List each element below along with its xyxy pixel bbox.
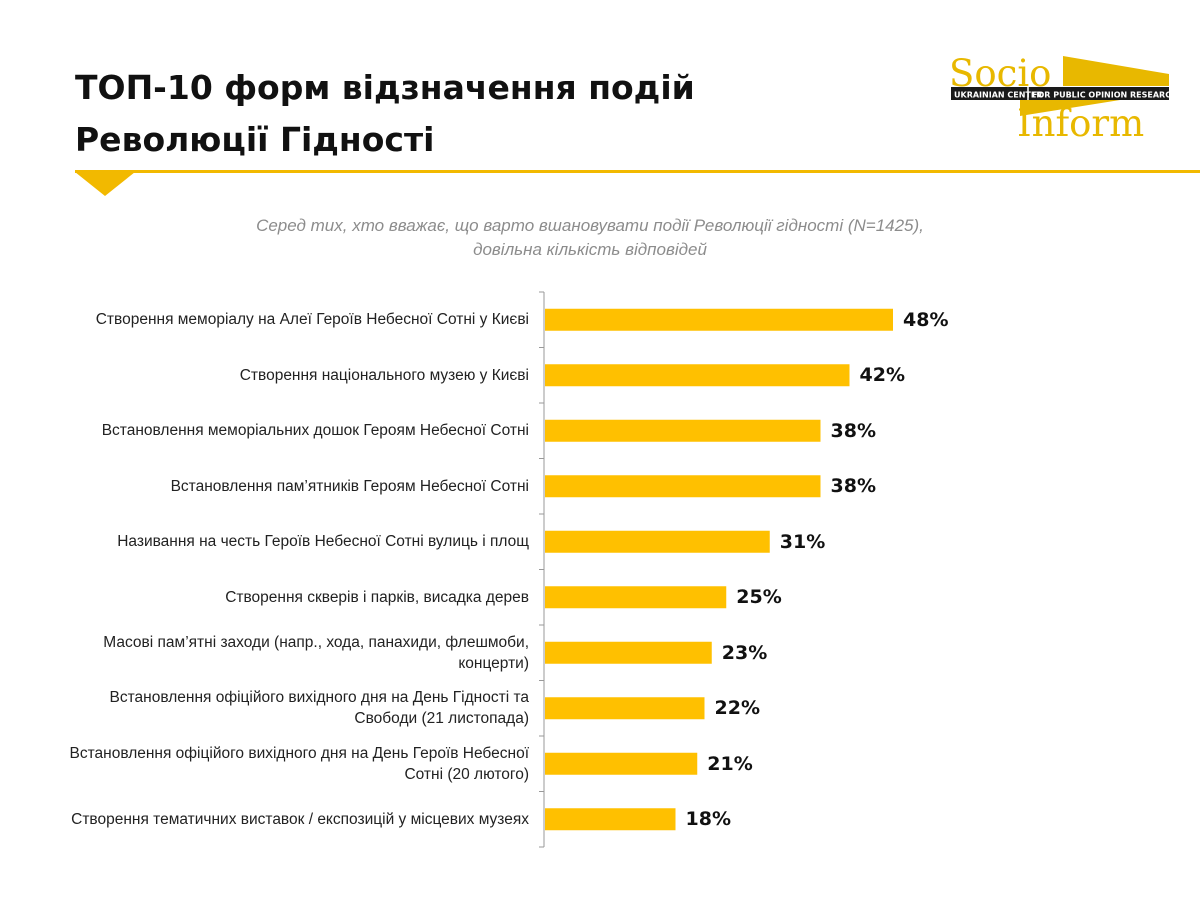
socioinform-logo: Socio UKRAINIAN CENTER FOR PUBLIC OPINIO… xyxy=(949,52,1175,142)
category-label-2: Створення національного музею у Києві xyxy=(239,366,529,384)
category-label-5: Називання на честь Героїв Небесної Сотні… xyxy=(117,533,529,551)
logo-word-socio: Socio xyxy=(949,52,1051,95)
bar-4 xyxy=(545,475,821,498)
title-line-1: ТОП-10 форм відзначення подій xyxy=(75,68,695,107)
header-rule-notch xyxy=(75,172,135,196)
bar-10 xyxy=(545,808,676,831)
value-label-1: 48% xyxy=(903,308,949,331)
logo-tag-right: FOR PUBLIC OPINION RESEARCH xyxy=(1032,91,1175,100)
bar-6 xyxy=(545,586,727,609)
bar-5 xyxy=(545,530,770,553)
chart-subtitle: Серед тих, хто вважає, що варто вшановув… xyxy=(150,214,1030,262)
value-label-3: 38% xyxy=(830,419,876,442)
category-label-8: Встановлення офіційого вихідного дня на … xyxy=(109,689,529,728)
value-label-7: 23% xyxy=(721,641,768,664)
bar-7 xyxy=(545,641,712,664)
category-label-6: Створення скверів і парків, висадка дере… xyxy=(225,588,529,606)
category-label-4: Встановлення пам’ятників Героям Небесної… xyxy=(170,477,529,495)
category-label-10: Створення тематичних виставок / експозиц… xyxy=(71,810,529,828)
value-label-8: 22% xyxy=(714,697,760,720)
subtitle-line-2: довільна кількість відповідей xyxy=(473,240,707,259)
page-title: ТОП-10 форм відзначення подій Революції … xyxy=(75,62,835,166)
logo-dark-bar xyxy=(951,87,1169,100)
bar-8 xyxy=(545,697,705,720)
category-label-1: Створення меморіалу на Алеї Героїв Небес… xyxy=(95,311,529,329)
category-label-9: Встановлення офіційого вихідного дня на … xyxy=(69,744,530,783)
logo-word-inform: Inform xyxy=(1017,102,1144,142)
bar-9 xyxy=(545,752,698,775)
value-label-6: 25% xyxy=(736,586,782,609)
value-label-5: 31% xyxy=(779,530,826,553)
category-label-3: Встановлення меморіальних дошок Героям Н… xyxy=(101,422,529,440)
header-rule xyxy=(75,170,1200,173)
bar-2 xyxy=(545,364,850,387)
category-label-7: Масові пам’ятні заходи (напр., хода, пан… xyxy=(103,633,529,672)
bar-1 xyxy=(545,308,893,331)
value-label-4: 38% xyxy=(830,475,876,498)
logo-gold-wedge-lower xyxy=(1020,100,1120,116)
subtitle-line-1: Серед тих, хто вважає, що варто вшановув… xyxy=(256,216,924,235)
logo-tag-left: UKRAINIAN CENTER xyxy=(954,91,1042,100)
value-label-9: 21% xyxy=(707,752,753,775)
title-line-2: Революції Гідності xyxy=(75,120,435,159)
value-label-10: 18% xyxy=(685,808,731,831)
value-label-2: 42% xyxy=(859,364,905,387)
logo-gold-wedge xyxy=(1063,56,1169,86)
bar-3 xyxy=(545,419,821,442)
